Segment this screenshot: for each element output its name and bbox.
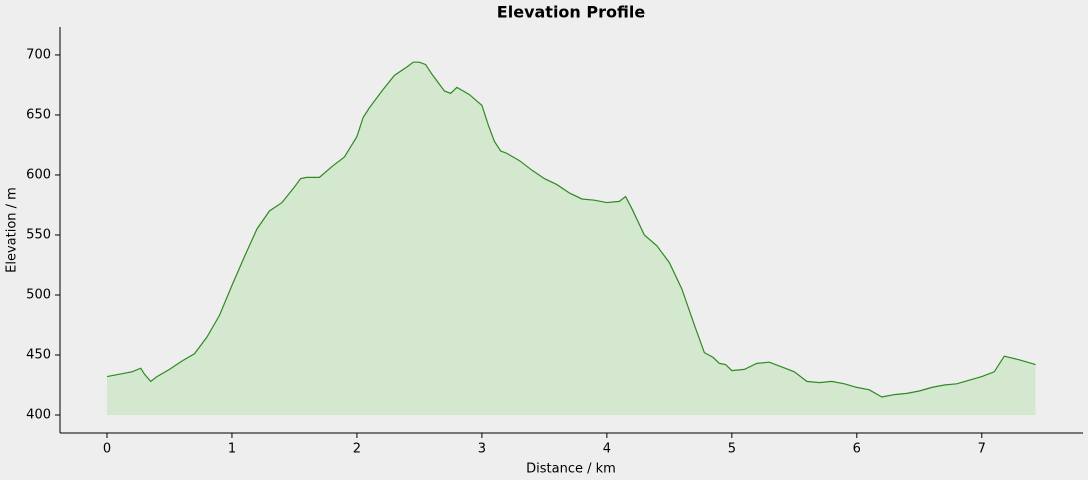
x-tick-label: 1 — [228, 442, 236, 457]
chart-title: Elevation Profile — [497, 3, 646, 22]
y-tick-label: 450 — [26, 347, 51, 362]
y-axis-label: Elevation / m — [5, 187, 20, 273]
elevation-line — [106, 61, 1036, 398]
y-tick-label: 700 — [26, 47, 51, 62]
x-tick-label: 6 — [853, 442, 861, 457]
x-tick-label: 2 — [353, 442, 361, 457]
x-axis-label: Distance / km — [526, 462, 616, 477]
x-tick-label: 7 — [978, 442, 986, 457]
y-tick-label: 400 — [26, 407, 51, 422]
x-tick-label: 3 — [478, 442, 486, 457]
y-tick-label: 650 — [26, 107, 51, 122]
y-tick-label: 500 — [26, 287, 51, 302]
elevation-area — [106, 62, 1036, 415]
x-tick-label: 5 — [728, 442, 736, 457]
y-tick-label: 600 — [26, 167, 51, 182]
x-tick-label: 4 — [603, 442, 611, 457]
y-tick-label: 550 — [26, 227, 51, 242]
x-tick-label: 0 — [103, 442, 111, 457]
